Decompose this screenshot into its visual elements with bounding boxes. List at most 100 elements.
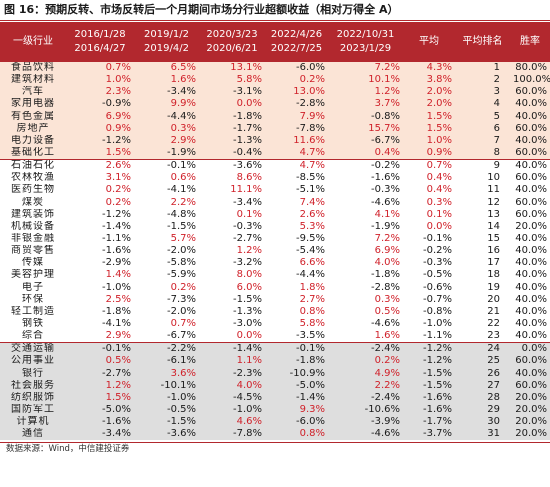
- period-return-cell: -3.9%: [328, 416, 403, 429]
- industry-name: 基础化工: [0, 146, 66, 161]
- column-header-line1: 平均排名: [462, 36, 503, 47]
- period-return-cell: -2.3%: [199, 367, 265, 380]
- period-return-cell: 1.0%: [66, 74, 134, 87]
- win-rate-cell: 20.0%: [510, 403, 550, 417]
- win-rate-cell: 40.0%: [510, 134, 550, 147]
- period-return-cell: -2.4%: [328, 391, 403, 404]
- period-return-cell: 4.7%: [265, 159, 328, 173]
- period-return-cell: -7.3%: [134, 293, 199, 306]
- industry-name: 纺织服饰: [0, 391, 66, 404]
- period-return-cell: -1.1%: [66, 232, 134, 246]
- table-row: 商贸零售 -1.6% -2.0% 1.2% -5.4% 6.9% -0.2% 16 40.0%: [0, 245, 550, 258]
- industry-name: 家用电器: [0, 98, 66, 111]
- average-return-cell: -0.1%: [403, 232, 455, 246]
- period-return-cell: 0.2%: [66, 184, 134, 197]
- industry-name: 公用事业: [0, 355, 66, 368]
- period-return-cell: -1.4%: [265, 391, 328, 404]
- period-return-cell: -1.6%: [66, 416, 134, 429]
- period-return-cell: -1.2%: [66, 208, 134, 221]
- period-return-cell: -6.0%: [265, 416, 328, 429]
- period-return-cell: -10.6%: [328, 403, 403, 417]
- table-row: 石油石化 2.6% -0.1% -3.6% 4.7% -0.2% 0.7% 9 40.0%: [0, 159, 550, 173]
- period-return-cell: 4.6%: [199, 416, 265, 429]
- period-return-cell: 1.1%: [199, 355, 265, 368]
- win-rate-cell: 40.0%: [510, 281, 550, 294]
- column-header-line2: 2016/4/27: [74, 43, 126, 54]
- period-return-cell: -3.4%: [199, 196, 265, 209]
- industry-name: 食品饮料: [0, 62, 66, 75]
- period-return-cell: -1.5%: [199, 293, 265, 306]
- average-rank-cell: 18: [455, 269, 510, 282]
- average-rank-cell: 15: [455, 232, 510, 246]
- period-return-cell: 2.9%: [66, 330, 134, 344]
- period-return-cell: 0.2%: [265, 74, 328, 87]
- win-rate-cell: 40.0%: [510, 159, 550, 173]
- period-return-cell: -4.5%: [199, 391, 265, 404]
- period-return-cell: -10.1%: [134, 379, 199, 392]
- period-return-cell: 4.9%: [328, 367, 403, 380]
- average-return-cell: 1.5%: [403, 122, 455, 135]
- average-return-cell: 0.3%: [403, 196, 455, 209]
- win-rate-cell: 60.0%: [510, 196, 550, 209]
- industry-name: 传媒: [0, 257, 66, 270]
- period-return-cell: -6.1%: [134, 355, 199, 368]
- industry-name: 有色金属: [0, 110, 66, 123]
- win-rate-cell: 60.0%: [510, 172, 550, 185]
- period-return-cell: -1.7%: [199, 122, 265, 135]
- average-rank-cell: 16: [455, 245, 510, 258]
- column-header: 一级行业: [0, 22, 66, 62]
- column-header: 2022/10/31 2023/1/29: [328, 22, 403, 62]
- period-return-cell: 1.2%: [66, 379, 134, 392]
- average-return-cell: -1.2%: [403, 342, 455, 356]
- average-rank-cell: 4: [455, 98, 510, 111]
- period-return-cell: 0.0%: [199, 330, 265, 344]
- period-return-cell: -2.7%: [66, 367, 134, 380]
- period-return-cell: 0.2%: [134, 281, 199, 294]
- win-rate-cell: 60.0%: [510, 146, 550, 161]
- period-return-cell: 0.7%: [66, 62, 134, 75]
- industry-name: 钢铁: [0, 317, 66, 331]
- period-return-cell: 0.8%: [265, 305, 328, 318]
- period-return-cell: -3.2%: [199, 257, 265, 270]
- industry-name: 电力设备: [0, 134, 66, 147]
- period-return-cell: 1.5%: [66, 391, 134, 404]
- period-return-cell: -7.8%: [199, 428, 265, 441]
- period-return-cell: -4.6%: [328, 428, 403, 441]
- table-row: 电子 -1.0% 0.2% 6.0% 1.8% -2.8% -0.6% 19 40.0%: [0, 281, 550, 294]
- industry-name: 环保: [0, 293, 66, 306]
- period-return-cell: 5.8%: [199, 74, 265, 87]
- average-rank-cell: 12: [455, 196, 510, 209]
- period-return-cell: -1.6%: [328, 172, 403, 185]
- average-rank-cell: 21: [455, 305, 510, 318]
- average-return-cell: -0.5%: [403, 269, 455, 282]
- period-return-cell: -1.0%: [66, 281, 134, 294]
- period-return-cell: 3.6%: [134, 367, 199, 380]
- table-row: 建筑装饰 -1.2% -4.8% 0.1% 2.6% 4.1% 0.1% 13 60.0%: [0, 208, 550, 221]
- average-rank-cell: 2: [455, 74, 510, 87]
- column-header: 2019/1/2 2019/4/2: [134, 22, 199, 62]
- period-return-cell: -1.9%: [328, 220, 403, 233]
- period-return-cell: -3.6%: [199, 159, 265, 173]
- period-return-cell: -3.5%: [265, 330, 328, 344]
- average-return-cell: 0.4%: [403, 184, 455, 197]
- period-return-cell: -0.8%: [328, 110, 403, 123]
- period-return-cell: 11.1%: [199, 184, 265, 197]
- period-return-cell: -6.0%: [265, 62, 328, 75]
- win-rate-cell: 40.0%: [510, 245, 550, 258]
- period-return-cell: -1.6%: [66, 245, 134, 258]
- average-rank-cell: 7: [455, 134, 510, 147]
- period-return-cell: -1.8%: [199, 110, 265, 123]
- industry-name: 银行: [0, 367, 66, 380]
- period-return-cell: 4.7%: [265, 146, 328, 161]
- figure-title: 图 16：预期反转、市场反转后一个月期间市场分行业超额收益（相对万得全 A）: [4, 3, 399, 16]
- industry-name: 计算机: [0, 416, 66, 429]
- industry-name: 建筑装饰: [0, 208, 66, 221]
- average-return-cell: 0.4%: [403, 172, 455, 185]
- period-return-cell: -4.6%: [328, 196, 403, 209]
- table-row: 通信 -3.4% -3.6% -7.8% 0.8% -4.6% -3.7% 31 20.0%: [0, 428, 550, 441]
- period-return-cell: -2.8%: [328, 281, 403, 294]
- average-return-cell: 0.1%: [403, 208, 455, 221]
- period-return-cell: -4.4%: [265, 269, 328, 282]
- average-return-cell: -0.7%: [403, 293, 455, 306]
- period-return-cell: -5.0%: [66, 403, 134, 417]
